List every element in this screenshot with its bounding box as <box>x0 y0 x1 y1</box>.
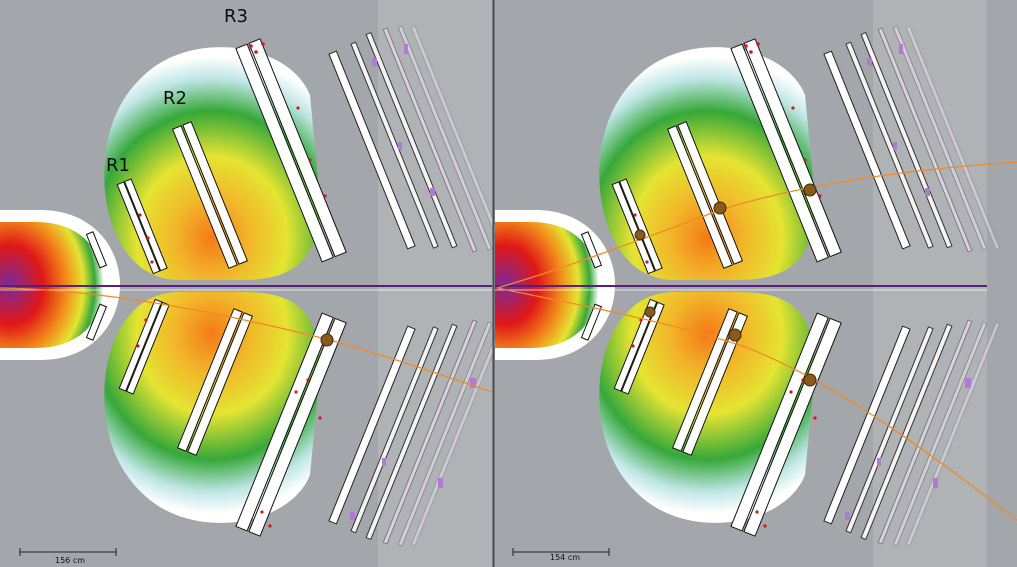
scale-bar-right: 154 cm <box>512 548 610 562</box>
track-crossing-knots <box>320 183 817 387</box>
scale-label-left: 156 cm <box>55 556 85 565</box>
label-r3: R3 <box>224 6 248 27</box>
scale-label-right: 154 cm <box>550 553 580 562</box>
scale-bar-left: 156 cm <box>19 548 117 565</box>
label-r2: R2 <box>163 88 187 109</box>
label-r1: R1 <box>106 155 130 176</box>
tracks-left <box>0 287 493 393</box>
